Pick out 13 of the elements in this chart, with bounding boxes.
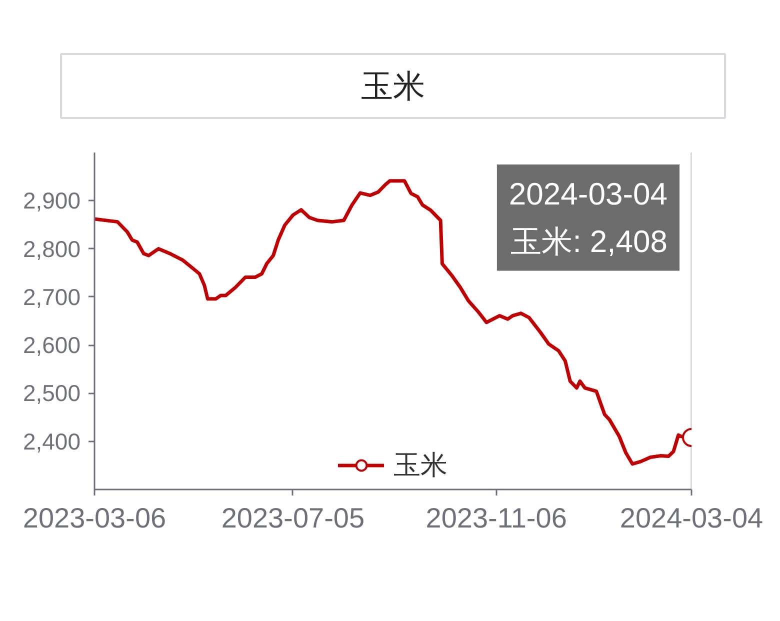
x-tick-label: 2024-03-04 <box>620 502 764 534</box>
y-tick-label: 2,600 <box>22 332 81 358</box>
legend-label: 玉米 <box>394 449 448 482</box>
annotation: 2024-03-04 玉米: 2,408 <box>508 176 668 259</box>
y-tick-label: 2,800 <box>22 236 81 262</box>
chart-title: 玉米 <box>361 68 425 104</box>
y-tick-label: 2,400 <box>22 428 81 454</box>
y-tick-label: 2,700 <box>22 284 81 310</box>
y-tick-label: 2,500 <box>22 380 81 406</box>
x-tick-label: 2023-03-06 <box>22 502 166 534</box>
x-tick-label: 2023-11-06 <box>426 502 567 534</box>
y-tick-label: 2,900 <box>22 188 81 214</box>
x-tick-label: 2023-07-05 <box>221 502 365 534</box>
